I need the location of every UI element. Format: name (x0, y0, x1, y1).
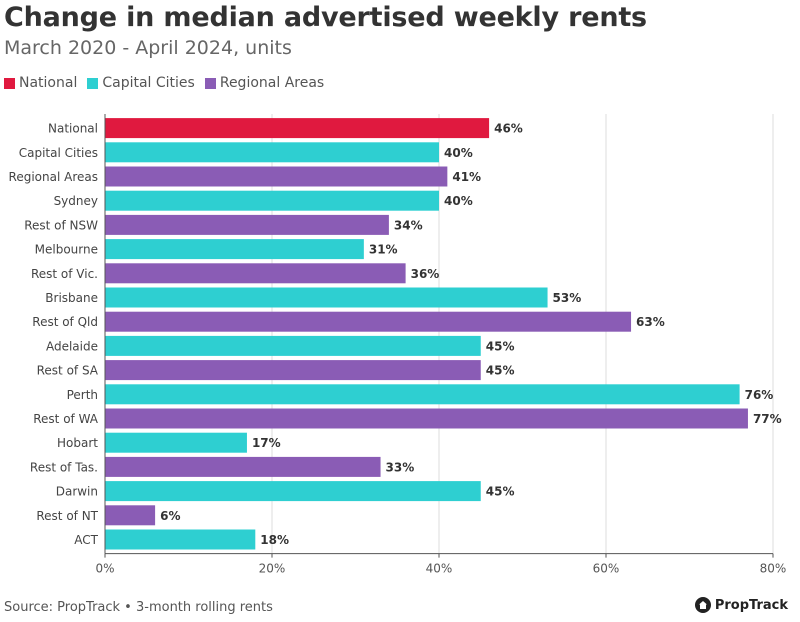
legend-item-national: National (4, 75, 77, 91)
category-label: Rest of SA (37, 364, 99, 378)
value-label: 33% (386, 460, 415, 474)
category-label: Capital Cities (19, 146, 98, 160)
category-label: Rest of Vic. (31, 267, 98, 281)
x-tick-label: 60% (593, 562, 620, 576)
category-label: Hobart (57, 436, 98, 450)
category-label: Rest of WA (33, 412, 99, 426)
legend-swatch-regional-areas (204, 77, 216, 89)
legend-swatch-national (4, 77, 15, 89)
value-label: 46% (494, 122, 523, 136)
chart-title: Change in median advertised weekly rents (4, 2, 647, 33)
value-label: 63% (636, 315, 665, 329)
bar (105, 335, 481, 356)
bar (105, 118, 490, 139)
category-label: National (48, 122, 98, 136)
value-label: 45% (486, 339, 515, 353)
legend-swatch-capital-cities (87, 77, 99, 89)
value-label: 45% (486, 485, 515, 499)
bar (105, 505, 156, 526)
legend-label-regional-areas: Regional Areas (219, 75, 325, 91)
bar (105, 408, 748, 429)
category-label: Darwin (56, 485, 98, 499)
category-label: Rest of Qld (32, 315, 98, 329)
value-label: 76% (745, 388, 774, 402)
legend-label-national: National (19, 75, 78, 91)
legend-item-regional-areas: Regional Areas (204, 75, 325, 91)
value-label: 36% (411, 267, 440, 281)
legend-item-capital-cities: Capital Cities (87, 75, 195, 91)
bar (105, 239, 364, 260)
bar (105, 360, 481, 381)
value-label: 6% (160, 509, 180, 523)
category-label: Regional Areas (9, 170, 98, 184)
bar (105, 263, 406, 284)
bar (105, 456, 381, 477)
x-tick-label: 40% (426, 562, 453, 576)
source-note: Source: PropTrack • 3-month rolling rent… (4, 600, 273, 615)
category-label: Sydney (54, 194, 98, 208)
bar (105, 166, 448, 187)
bar-chart: National 46% Capital Cities 40% Regional Are… (9, 114, 787, 576)
legend: National Capital Cities Regional Areas (4, 75, 324, 91)
bar (105, 432, 247, 453)
category-label: Rest of NSW (24, 218, 98, 232)
legend-label-capital-cities: Capital Cities (102, 75, 195, 91)
value-label: 18% (260, 533, 289, 547)
brand-name: PropTrack (714, 597, 788, 613)
bar (105, 384, 740, 405)
category-label: Brisbane (45, 291, 98, 305)
value-label: 77% (753, 412, 782, 426)
category-label: Rest of NT (36, 509, 98, 523)
category-label: Rest of Tas. (30, 460, 98, 474)
chart-subtitle: March 2020 - April 2024, units (4, 37, 292, 59)
x-tick-label: 80% (760, 562, 787, 576)
bar (105, 190, 439, 211)
category-label: Perth (67, 388, 98, 402)
bar (105, 287, 548, 308)
value-label: 45% (486, 364, 515, 378)
category-label: ACT (74, 533, 98, 547)
x-tick-label: 0% (95, 562, 114, 576)
value-label: 41% (452, 170, 481, 184)
bar (105, 529, 256, 550)
bar (105, 311, 632, 332)
category-label: Melbourne (35, 243, 98, 257)
bar (105, 214, 389, 235)
value-label: 31% (369, 243, 398, 257)
x-tick-label: 20% (259, 562, 286, 576)
value-label: 17% (252, 436, 281, 450)
value-label: 40% (444, 146, 473, 160)
value-label: 53% (553, 291, 582, 305)
value-label: 40% (444, 194, 473, 208)
bar (105, 481, 481, 502)
home-icon (694, 597, 711, 613)
category-label: Adelaide (46, 339, 98, 353)
brand: PropTrack (694, 597, 788, 613)
bar (105, 142, 439, 163)
value-label: 34% (394, 218, 423, 232)
